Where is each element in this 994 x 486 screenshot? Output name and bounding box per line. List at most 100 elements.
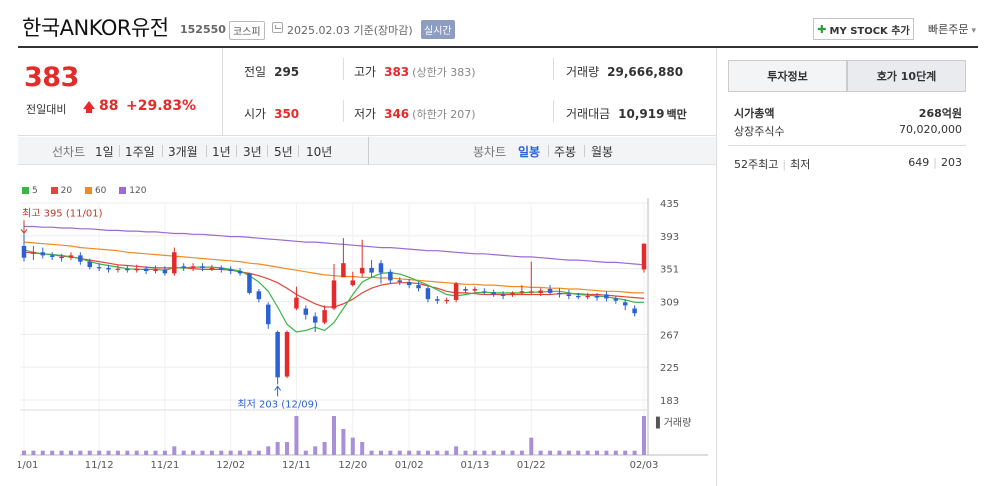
- candle-body: [59, 256, 64, 259]
- volume-bar: [360, 442, 365, 455]
- candle-daily[interactable]: 일봉: [518, 145, 541, 159]
- period-1w[interactable]: 1주일: [125, 145, 155, 159]
- volume-label: ▌거래량: [655, 416, 691, 429]
- volume-bar: [247, 450, 252, 455]
- period-5y[interactable]: 5년: [274, 145, 293, 159]
- tab-investment-info[interactable]: 투자정보: [728, 60, 847, 92]
- candlestick-chart[interactable]: 435 393 351 309 267 225 183 11/01 11/12 11/21 12/0…: [10, 170, 716, 480]
- volume-bar: [228, 450, 233, 455]
- volume-bar: [322, 442, 327, 455]
- volume-bar: [162, 450, 167, 455]
- candle-body: [500, 294, 506, 297]
- volume-bar: [416, 450, 421, 455]
- period-1y[interactable]: 1년: [212, 145, 231, 159]
- x-tick-label: 12/11: [282, 460, 311, 471]
- x-tick-label: 11/21: [150, 460, 179, 471]
- legend-swatch: [22, 187, 29, 194]
- change-label: 전일대비: [26, 103, 67, 116]
- candle-body: [613, 298, 619, 301]
- candle-body: [68, 255, 74, 258]
- clock-icon: [272, 22, 283, 33]
- candle-body: [153, 269, 158, 272]
- volume-bar: [22, 450, 26, 455]
- volume-bar: [125, 450, 130, 455]
- candle-body: [143, 268, 149, 272]
- candle-body: [435, 299, 440, 301]
- max-price-label: 최고 395 (11/01): [22, 207, 103, 219]
- y-tick-label: 435: [660, 199, 679, 210]
- realtime-badge[interactable]: 실시간: [421, 20, 455, 39]
- stock-code: 152550: [180, 23, 226, 36]
- candle-body: [632, 308, 637, 314]
- volume-bar: [557, 450, 562, 455]
- volume-bar: [181, 450, 186, 455]
- prev-close: 전일 295: [244, 65, 300, 79]
- candle-body: [359, 267, 365, 274]
- y-tick-label: 183: [660, 396, 679, 407]
- toolbar-separator: [236, 145, 237, 157]
- candle-body: [491, 292, 496, 295]
- turnover: 거래대금 10,919 백만: [566, 107, 687, 121]
- quick-order-button[interactable]: 빠른주문: [928, 21, 976, 37]
- toolbar-separator: [119, 145, 120, 157]
- price-change-pct: +29.83%: [126, 98, 197, 114]
- candle-body: [303, 308, 309, 315]
- volume-bar: [435, 450, 440, 455]
- line-chart-label: 선차트: [52, 145, 86, 159]
- candle-body: [529, 291, 534, 293]
- volume-bar: [191, 450, 196, 455]
- candle-body: [115, 268, 121, 270]
- stock-chart: 5 20 60 120 435 393 351 309 267 225 183 11/01 11…: [10, 170, 716, 480]
- volume-bar: [510, 450, 515, 455]
- volume-bar: [106, 450, 111, 455]
- candle-weekly[interactable]: 주봉: [554, 145, 577, 159]
- day-low: 저가 346 (하한가 207): [354, 107, 476, 121]
- candle-body: [172, 252, 177, 274]
- candle-body: [472, 288, 478, 291]
- toolbar-separator: [267, 145, 268, 157]
- candle-body: [594, 296, 600, 298]
- toolbar-separator: [298, 145, 299, 157]
- market-badge: 코스피: [229, 21, 265, 40]
- price-change: 88: [99, 98, 119, 114]
- candle-body: [247, 273, 252, 293]
- candle-body: [312, 316, 318, 323]
- volume-bar: [632, 450, 637, 455]
- volume-bar: [369, 450, 374, 455]
- volume-bar: [68, 450, 73, 455]
- candle-body: [369, 267, 374, 273]
- period-3m[interactable]: 3개월: [168, 145, 198, 159]
- volume-bar: [585, 450, 590, 455]
- candle-body: [134, 268, 139, 271]
- toolbar-separator: [584, 145, 585, 157]
- volume-bar: [294, 416, 299, 455]
- candle-body: [190, 266, 196, 268]
- candle-body: [49, 255, 55, 257]
- candle-body: [21, 245, 27, 258]
- min-arrow-icon: [274, 385, 282, 391]
- toolbar-group-divider: [368, 137, 369, 165]
- period-3y[interactable]: 3년: [243, 145, 262, 159]
- candle-body: [482, 291, 487, 293]
- candle-body: [209, 267, 215, 270]
- volume-bar: [350, 437, 355, 455]
- candle-body: [547, 288, 553, 293]
- volume-bar: [548, 450, 553, 455]
- period-1d[interactable]: 1일: [95, 145, 114, 159]
- cell-divider: [343, 58, 344, 80]
- add-mystock-button[interactable]: ✚ MY STOCK 추가: [813, 18, 914, 40]
- candle-body: [87, 261, 93, 268]
- volume-bar: [341, 429, 346, 455]
- up-arrow-icon: [83, 101, 95, 113]
- toolbar-separator: [548, 145, 549, 157]
- tab-order-book[interactable]: 호가 10단계: [847, 60, 966, 92]
- period-10y[interactable]: 10년: [306, 145, 333, 159]
- volume-bar: [378, 450, 383, 455]
- x-tick-label: 01/22: [517, 460, 546, 471]
- volume: 거래량 29,666,880: [566, 65, 684, 79]
- volume-bar: [50, 450, 55, 455]
- side-tabs: 투자정보 호가 10단계: [728, 60, 966, 92]
- volume-bar: [332, 416, 336, 455]
- candle-body: [265, 304, 271, 325]
- candle-monthly[interactable]: 월봉: [591, 145, 614, 159]
